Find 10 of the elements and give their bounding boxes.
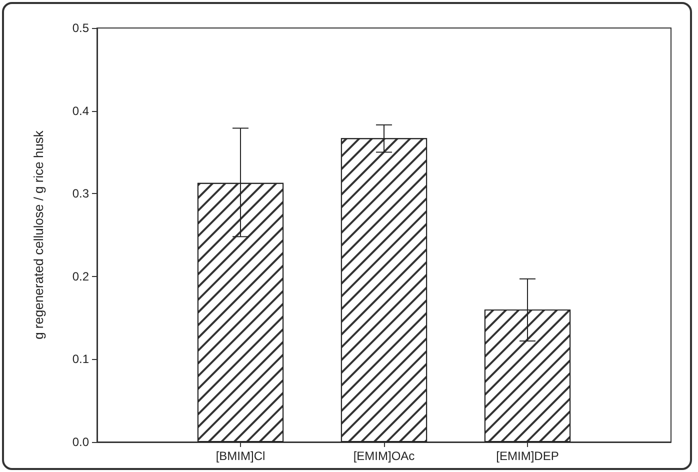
x-tick-label: [BMIM]Cl: [216, 449, 266, 463]
y-tick-label: 0.1: [72, 352, 90, 366]
x-tick-label: [EMIM]OAc: [353, 449, 415, 463]
y-tick-label: 0.0: [72, 435, 90, 449]
y-tick-label: 0.5: [72, 21, 90, 35]
y-tick-label: 0.2: [72, 269, 90, 284]
y-axis-title: g regenerated cellulose / g rice husk: [31, 130, 46, 340]
x-tick-label: [EMIM]DEP: [496, 449, 559, 463]
y-tick-label: 0.4: [72, 104, 90, 118]
y-tick-label: 0.3: [72, 186, 90, 201]
